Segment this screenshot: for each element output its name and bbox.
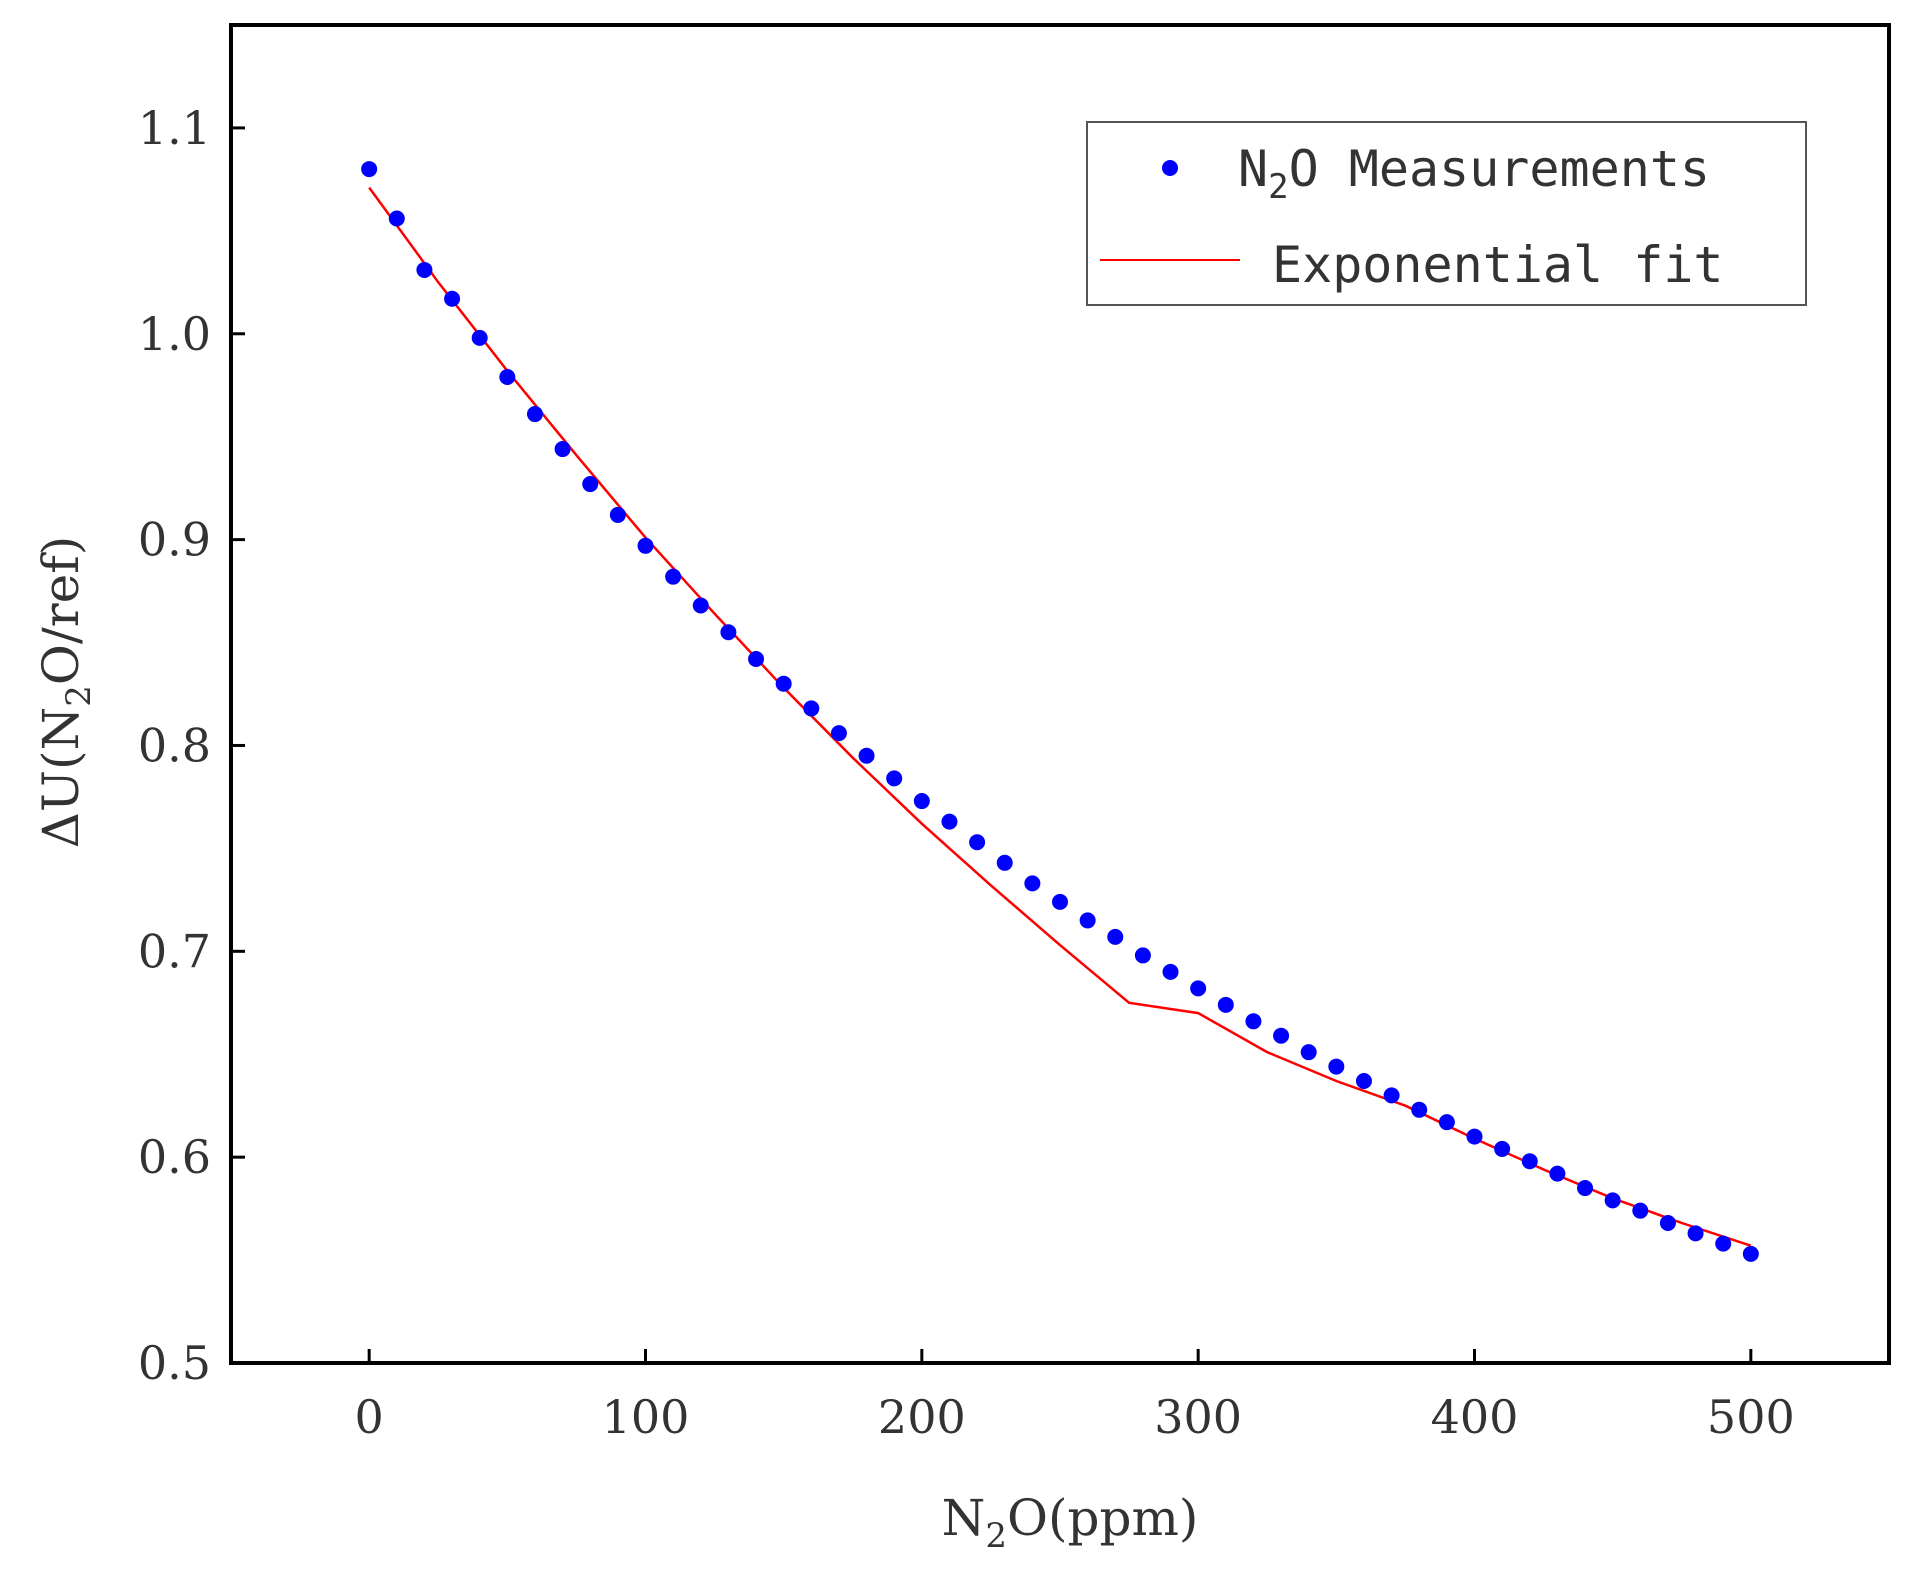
y-tick-label: 0.7 bbox=[138, 924, 211, 978]
data-point bbox=[526, 406, 543, 423]
data-point bbox=[803, 700, 820, 717]
data-point bbox=[941, 813, 958, 830]
fit-line bbox=[368, 186, 1752, 1247]
x-tick-label: 500 bbox=[1707, 1390, 1795, 1444]
data-point bbox=[1079, 912, 1096, 929]
legend-measurements-label: N2O Measurements bbox=[1238, 140, 1710, 207]
legend-measurements-subscript: 2 bbox=[1268, 167, 1288, 207]
data-point bbox=[1438, 1114, 1455, 1131]
data-point bbox=[996, 854, 1013, 871]
x-axis-title-suffix: O(ppm) bbox=[1007, 1489, 1198, 1547]
data-point bbox=[1577, 1180, 1594, 1197]
y-axis-title-prefix: ΔU(N bbox=[32, 707, 90, 849]
data-point bbox=[1494, 1140, 1511, 1157]
data-point bbox=[554, 441, 571, 458]
data-point bbox=[775, 675, 792, 692]
legend-fit-label: Exponential fit bbox=[1272, 236, 1724, 294]
data-point bbox=[692, 597, 709, 614]
data-point bbox=[830, 725, 847, 742]
data-point bbox=[1604, 1192, 1621, 1209]
x-axis-title-prefix: N bbox=[942, 1489, 986, 1547]
data-point bbox=[913, 793, 930, 810]
data-point bbox=[1134, 947, 1151, 964]
y-axis-title: ΔU(N2O/ref) bbox=[32, 536, 99, 849]
data-point bbox=[609, 506, 626, 523]
points-layer bbox=[361, 161, 1759, 1262]
data-point bbox=[1742, 1245, 1759, 1262]
data-point bbox=[1687, 1225, 1704, 1242]
legend-measurements-suffix: O Measurements bbox=[1289, 140, 1710, 198]
data-point bbox=[1052, 893, 1068, 910]
data-point bbox=[858, 747, 875, 764]
x-axis-title: N2O(ppm) bbox=[942, 1489, 1199, 1556]
x-tick-label: 300 bbox=[1154, 1390, 1242, 1444]
y-axis-title-subscript: 2 bbox=[59, 685, 99, 707]
x-tick-label: 400 bbox=[1431, 1390, 1519, 1444]
data-point bbox=[388, 210, 405, 227]
legend-measurements-marker bbox=[1162, 160, 1178, 176]
data-point bbox=[471, 329, 488, 346]
data-point bbox=[1549, 1165, 1566, 1182]
y-tick-label: 1.0 bbox=[138, 307, 211, 361]
data-point bbox=[886, 770, 903, 787]
data-point bbox=[444, 290, 461, 307]
data-point bbox=[1632, 1202, 1649, 1219]
data-point bbox=[969, 834, 986, 851]
data-point bbox=[1190, 980, 1207, 997]
y-tick-label: 0.9 bbox=[138, 513, 211, 567]
data-point bbox=[1355, 1072, 1372, 1089]
data-point bbox=[416, 261, 433, 278]
data-point bbox=[1411, 1101, 1428, 1118]
y-tick-label: 0.5 bbox=[138, 1336, 211, 1390]
data-point bbox=[1466, 1128, 1483, 1145]
x-axis-tick-labels: 0 100 200 300 400 500 bbox=[355, 1390, 1795, 1444]
x-axis-title-subscript: 2 bbox=[985, 1516, 1007, 1556]
data-point bbox=[1659, 1215, 1676, 1232]
data-point bbox=[1273, 1027, 1290, 1044]
x-tick-label: 0 bbox=[355, 1390, 384, 1444]
y-axis-title-suffix: O/ref) bbox=[32, 536, 90, 685]
data-point bbox=[1245, 1013, 1262, 1030]
x-tick-label: 100 bbox=[602, 1390, 690, 1444]
fit-layer bbox=[368, 186, 1752, 1247]
data-point bbox=[637, 537, 654, 554]
plot-frame bbox=[229, 23, 1891, 1365]
legend: N2O Measurements Exponential fit bbox=[1086, 121, 1807, 306]
y-tick-label: 0.6 bbox=[138, 1130, 211, 1184]
data-point bbox=[361, 161, 378, 178]
data-point bbox=[1162, 963, 1179, 980]
data-point bbox=[1715, 1235, 1732, 1252]
y-axis-ticks bbox=[231, 126, 245, 1365]
data-point bbox=[582, 476, 599, 493]
data-point bbox=[1024, 875, 1041, 892]
data-point bbox=[499, 368, 516, 385]
y-tick-label: 0.8 bbox=[138, 718, 211, 772]
data-point bbox=[1328, 1058, 1345, 1075]
y-axis-tick-labels: 0.5 0.6 0.7 0.8 0.9 1.0 1.1 bbox=[138, 101, 211, 1390]
data-point bbox=[748, 651, 765, 668]
data-point bbox=[1521, 1153, 1538, 1170]
x-axis-ticks bbox=[367, 1349, 1753, 1363]
x-tick-label: 200 bbox=[878, 1390, 966, 1444]
data-point bbox=[665, 568, 682, 585]
legend-measurements-prefix: N bbox=[1238, 140, 1268, 198]
y-tick-label: 1.1 bbox=[138, 101, 211, 155]
legend-box bbox=[1086, 121, 1807, 306]
data-point bbox=[720, 624, 737, 641]
data-point bbox=[1107, 928, 1124, 945]
data-point bbox=[1383, 1087, 1400, 1104]
data-point bbox=[1300, 1044, 1317, 1061]
data-point bbox=[1217, 996, 1234, 1013]
